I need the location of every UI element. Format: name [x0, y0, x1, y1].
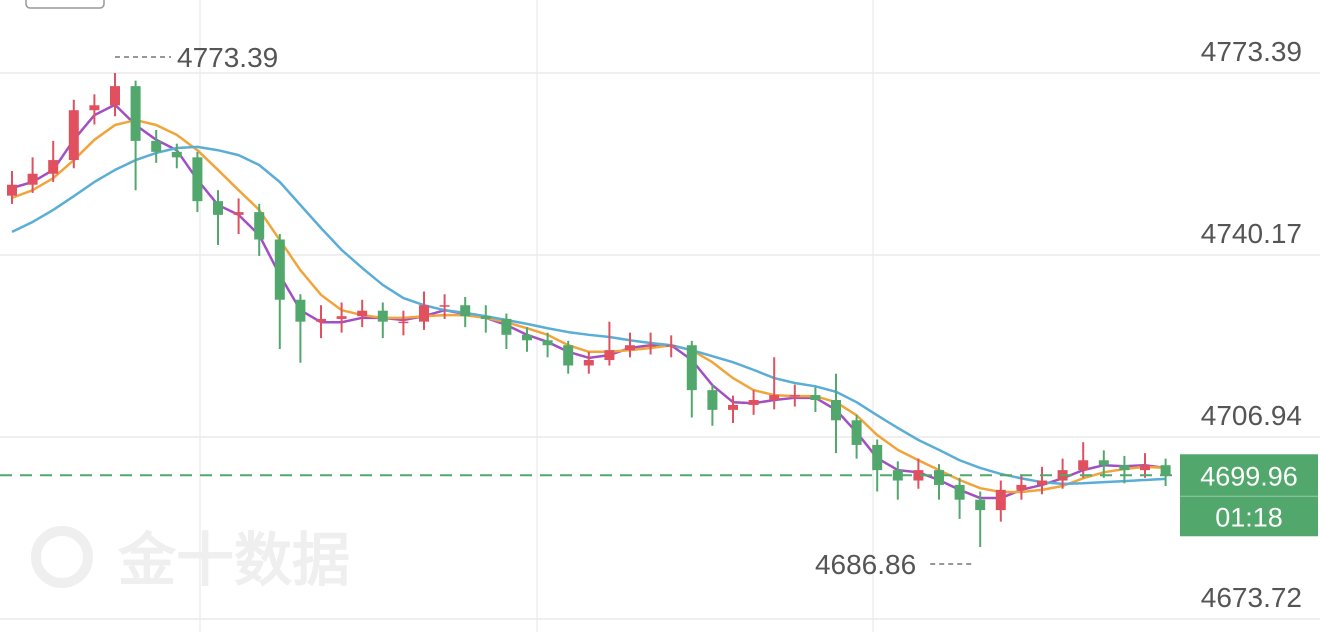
candle-body	[831, 400, 841, 421]
candle-body	[563, 345, 574, 366]
candle-body	[975, 499, 986, 511]
candle-body	[666, 345, 677, 347]
candle-body	[130, 86, 141, 141]
candle-body	[995, 489, 1006, 511]
candle-body	[398, 321, 409, 324]
candle-body	[1016, 484, 1027, 490]
candle-body	[810, 395, 821, 401]
y-tick-label: 4706.94	[1201, 400, 1302, 431]
candle-body	[439, 305, 450, 307]
candle-body	[151, 140, 162, 152]
candle-body	[501, 318, 512, 335]
candle-body	[1078, 460, 1089, 471]
candle-body	[480, 316, 491, 319]
candle-body	[707, 390, 718, 410]
candle-body	[233, 212, 244, 215]
y-tick-label: 4673.72	[1201, 582, 1302, 613]
countdown: 01:18	[1215, 502, 1283, 532]
low-label: 4686.86	[815, 549, 916, 580]
candle-body	[851, 420, 862, 445]
candle-body	[1119, 465, 1130, 471]
candle-body	[110, 86, 120, 106]
candle-body	[645, 345, 656, 347]
moving-average	[11, 145, 1166, 486]
candle-body	[934, 470, 944, 485]
last-price-label: 4699.96	[1200, 461, 1298, 491]
candle-body	[316, 318, 326, 322]
high-label: 4773.39	[177, 42, 278, 73]
y-tick-label: 4740.17	[1201, 218, 1302, 249]
candle-body	[27, 173, 38, 185]
candle-body	[872, 444, 883, 471]
watermark-icon	[31, 526, 93, 588]
candle-body	[68, 110, 79, 161]
candle-body	[336, 316, 347, 319]
candle-body	[89, 105, 100, 111]
moving-average	[11, 118, 1166, 494]
candle-body	[48, 160, 59, 174]
candle-body	[7, 184, 17, 196]
candle-body	[583, 360, 594, 366]
candle-body	[728, 404, 738, 410]
candle-body	[954, 484, 965, 500]
candle-body	[192, 157, 203, 202]
candle-body	[1140, 465, 1150, 471]
y-tick-label: 4773.39	[1201, 36, 1302, 67]
candle-body	[892, 470, 903, 481]
candle-body	[419, 305, 429, 322]
candle-body	[542, 340, 553, 346]
last-price-box	[1180, 454, 1318, 537]
candle-body	[213, 201, 223, 215]
candle-body	[254, 212, 265, 240]
candle-body	[1098, 460, 1109, 466]
candle-body	[1037, 480, 1047, 485]
candle-body	[274, 239, 285, 300]
candle-body	[686, 345, 697, 391]
candle-body	[769, 395, 780, 401]
top-button	[25, 0, 105, 9]
watermark-text: 金十数据	[118, 528, 350, 593]
candle-body	[295, 299, 306, 322]
candle-body	[604, 350, 615, 361]
candle-body	[789, 395, 800, 397]
candle-body	[1160, 465, 1171, 476]
candle-body	[913, 470, 924, 481]
candle-body	[357, 310, 368, 317]
watermark: 金十数据	[31, 526, 350, 593]
candle-body	[377, 310, 388, 322]
candle-body	[171, 151, 182, 158]
candle-body	[460, 305, 471, 317]
candle-body	[522, 334, 532, 341]
candle-body	[625, 345, 635, 351]
candle-body	[748, 400, 759, 405]
moving-average	[11, 103, 1166, 500]
